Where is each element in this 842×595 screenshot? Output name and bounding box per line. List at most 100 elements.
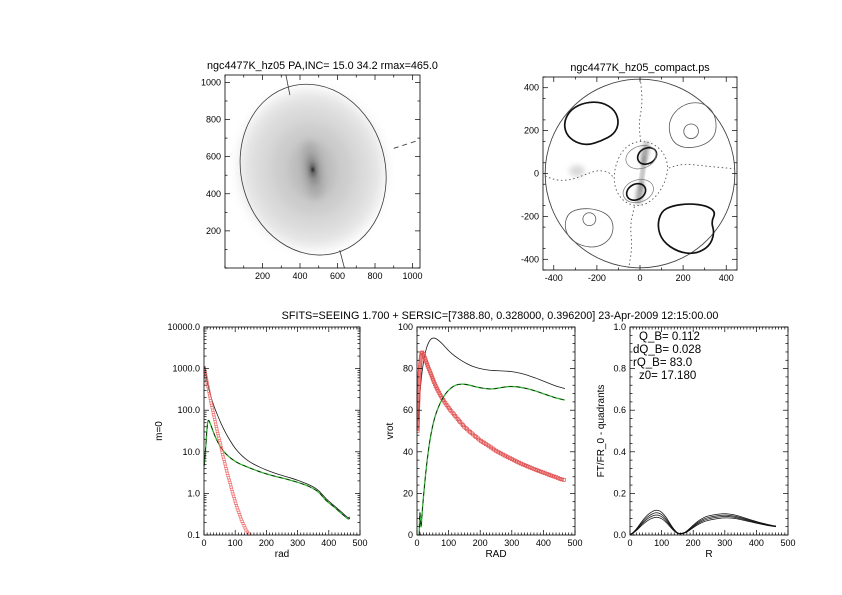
compact-contours-contour	[668, 102, 717, 148]
quadrants-x-tick-labels: 0 100 200 300 400 500	[627, 538, 795, 548]
svg-text:200: 200	[676, 273, 691, 283]
svg-text:0.0: 0.0	[613, 530, 626, 540]
svg-text:0.2: 0.2	[613, 488, 626, 498]
compact-contours-ticks	[543, 76, 737, 271]
quadrants-ylabel: FT/FR_0 - quadrants	[596, 385, 607, 478]
svg-text:400: 400	[719, 273, 734, 283]
svg-text:300: 300	[504, 538, 519, 548]
panel-galaxy-image: 200 400 600 800 1000 200 400 600 800 1000 ngc4477K…	[201, 60, 438, 281]
svg-text:0: 0	[637, 273, 642, 283]
quadrants-y-tick-labels: 0.0 0.2 0.4 0.6 0.8 1.0	[613, 322, 626, 540]
svg-text:200: 200	[206, 226, 221, 236]
compact-contours-shape	[582, 212, 597, 227]
svg-text:0: 0	[408, 530, 413, 540]
svg-text:400: 400	[292, 271, 307, 281]
galaxy-image-title: ngc4477K_hz05 PA,INC= 15.0 34.2 rmax=465…	[207, 60, 438, 72]
svg-text:1000: 1000	[402, 271, 422, 281]
galaxy-image-line	[339, 250, 345, 269]
rotation-axes-box	[416, 326, 576, 536]
panel-compact-contours: -400 -200 0 200 400 -400 -200 0 200 400 ngc4477K_h…	[521, 62, 738, 283]
svg-text:-400: -400	[545, 273, 563, 283]
svg-text:1.0: 1.0	[187, 488, 200, 498]
galaxy-image-y-tick-labels: 200 400 600 800 1000	[201, 77, 221, 235]
compact-contours-plot-area	[544, 78, 736, 269]
compact-contours-shape	[569, 165, 585, 177]
svg-text:800: 800	[367, 271, 382, 281]
svg-text:40: 40	[403, 447, 413, 457]
compact-contours-contour	[563, 101, 619, 146]
quadrants-annotation-3: z0= 17.180	[639, 370, 696, 382]
compact-contours-shape	[636, 146, 658, 165]
compact-contours-shape	[683, 123, 699, 139]
svg-text:1.0: 1.0	[613, 322, 626, 332]
compact-contours-contour	[613, 141, 668, 206]
galaxy-image-x-tick-labels: 200 400 600 800 1000	[255, 271, 423, 281]
quadrants-xlabel: R	[705, 549, 712, 560]
svg-text:100: 100	[228, 538, 243, 548]
galaxy-image-shape	[311, 167, 314, 172]
series-total-black	[204, 365, 351, 518]
panel-rotation: 0 100 200 300 400 500 0 20 40 60 80 100 RAD vrot	[385, 322, 583, 560]
profile-ylabel: m=0	[154, 421, 165, 441]
series-disk-green-dash-overlay	[203, 420, 351, 520]
profile-x-tick-labels: 0 100 200 300 400 500	[201, 538, 367, 548]
svg-text:300: 300	[717, 538, 732, 548]
svg-text:0: 0	[627, 538, 632, 548]
svg-text:500: 500	[567, 538, 582, 548]
svg-text:500: 500	[352, 538, 367, 548]
svg-text:600: 600	[330, 271, 345, 281]
galaxy-image-axes-box	[224, 74, 421, 269]
compact-contours-contour	[564, 208, 614, 248]
svg-text:-400: -400	[521, 254, 539, 264]
panel-quadrants: 0 100 200 300 400 500 0.0 0.2 0.4 0.6 0.8 1.0 R FT/FR…	[596, 322, 796, 560]
galaxy-image-line	[393, 139, 419, 149]
svg-text:100: 100	[441, 538, 456, 548]
rotation-y-tick-labels: 0 20 40 60 80 100	[398, 322, 413, 540]
svg-text:400: 400	[321, 538, 336, 548]
rotation-ylabel: vrot	[385, 422, 396, 439]
quadrants-plot-area	[629, 509, 777, 535]
compact-contours-shape	[625, 145, 657, 170]
panel-profile: 0 100 200 300 400 500 0.1 1.0 10.0 100.0 1000.0 100…	[154, 322, 368, 560]
profile-xlabel: rad	[275, 549, 289, 560]
svg-text:10000.0: 10000.0	[167, 322, 200, 332]
svg-text:10.0: 10.0	[182, 447, 200, 457]
galaxy-image-plot-area	[239, 74, 419, 269]
svg-text:80: 80	[403, 364, 413, 374]
svg-text:400: 400	[536, 538, 551, 548]
quadrants-annotation-0: Q_B= 0.112	[639, 331, 700, 343]
compact-contours-y-tick-labels: -400 -200 0 200 400	[521, 83, 539, 265]
compact-contours-x-tick-labels: -400 -200 0 200 400	[545, 273, 734, 283]
svg-text:0: 0	[414, 538, 419, 548]
rotation-x-tick-labels: 0 100 200 300 400 500	[414, 538, 582, 548]
series-quadrant-4	[629, 509, 777, 535]
svg-text:200: 200	[259, 538, 274, 548]
svg-text:100.0: 100.0	[177, 405, 200, 415]
svg-text:-200: -200	[588, 273, 606, 283]
svg-text:200: 200	[473, 538, 488, 548]
svg-text:1000.0: 1000.0	[172, 364, 200, 374]
galaxy-image-line	[285, 74, 291, 96]
compact-contours-contour	[628, 206, 635, 268]
profile-y-tick-labels: 0.1 1.0 10.0 100.0 1000.0 10000.0	[167, 322, 200, 540]
series-gauss-red	[203, 366, 251, 536]
svg-text:0: 0	[534, 169, 539, 179]
svg-text:1000: 1000	[201, 77, 221, 87]
series-vdisk-green	[418, 383, 566, 536]
rotation-ticks	[416, 326, 576, 536]
svg-text:200: 200	[524, 126, 539, 136]
profile-ticks	[203, 326, 361, 536]
svg-text:200: 200	[255, 271, 270, 281]
svg-text:0.1: 0.1	[187, 530, 200, 540]
compact-contours-shape	[625, 182, 647, 201]
quadrants-annotation-2: rQ_B= 83.0	[633, 357, 692, 369]
rotation-xlabel: RAD	[485, 549, 506, 560]
quadrants-annotation-1: dQ_B= 0.028	[633, 344, 701, 356]
compact-contours-contour	[544, 170, 614, 181]
svg-text:0.8: 0.8	[613, 364, 626, 374]
profile-axes-box	[203, 326, 361, 536]
compact-contours-contour	[638, 79, 643, 141]
compact-contours-shape	[622, 179, 654, 204]
